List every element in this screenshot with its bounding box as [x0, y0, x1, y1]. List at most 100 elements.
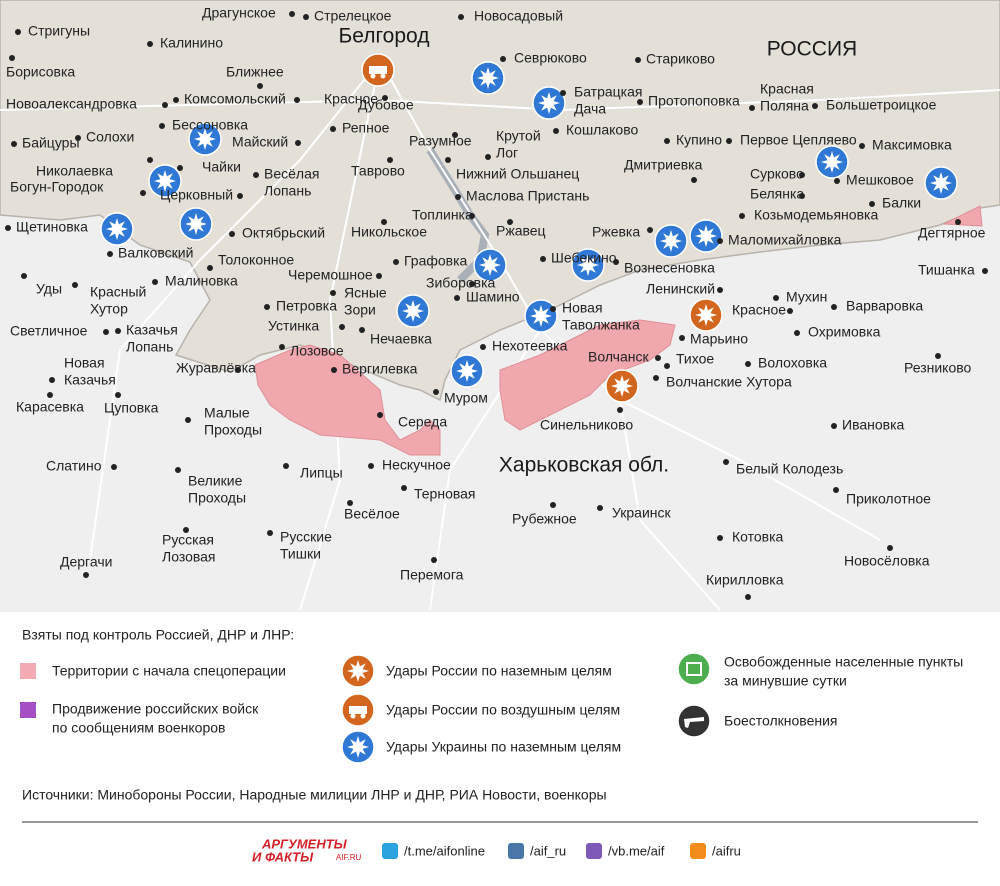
place-dot	[152, 279, 158, 285]
place-label: Нехотеевка	[492, 338, 568, 354]
place-dot	[115, 328, 121, 334]
social-link: /t.me/aifonline	[404, 843, 485, 858]
icon-glyph	[538, 92, 560, 114]
place-label: Слатино	[46, 458, 102, 474]
icon-glyph	[154, 170, 176, 192]
place-label: Протопоповка	[648, 93, 740, 109]
place-dot	[635, 57, 641, 63]
place-dot	[433, 389, 439, 395]
place-dot	[283, 463, 289, 469]
region-label: Белгород	[338, 25, 429, 48]
icon-glyph	[347, 660, 369, 682]
place-label: Кирилловка	[706, 572, 784, 588]
place-dot	[726, 138, 732, 144]
place-label: Богун-Городок	[10, 179, 104, 195]
russia-area	[0, 0, 1000, 402]
place-dot	[745, 594, 751, 600]
place-label: Тишанка	[918, 262, 975, 278]
place-dot	[257, 83, 263, 89]
place-label: Козьмодемьяновка	[754, 207, 878, 223]
place-label: Ближнее	[226, 64, 284, 80]
place-label: Поляна	[760, 98, 809, 114]
place-dot	[11, 141, 17, 147]
social-link: /aifru	[712, 843, 741, 858]
place-dot	[159, 123, 165, 129]
place-dot	[339, 324, 345, 330]
legend-label: Территории с начала спецоперации	[52, 663, 286, 679]
place-dot	[393, 259, 399, 265]
place-dot	[749, 105, 755, 111]
place-dot	[103, 329, 109, 335]
icon-glyph	[695, 304, 717, 326]
place-label: Журавлёвка	[176, 360, 256, 376]
place-label: Устинка	[268, 318, 319, 334]
place-dot	[75, 135, 81, 141]
place-label: Лозовое	[290, 343, 344, 359]
place-label: Тишки	[280, 546, 321, 562]
place-label: Николаевка	[36, 163, 113, 179]
place-label: Бессоновка	[172, 117, 248, 133]
place-label: Солохи	[86, 129, 134, 145]
place-label: Ржавец	[496, 223, 546, 239]
place-label: Зори	[344, 302, 376, 318]
place-dot	[653, 375, 659, 381]
place-dot	[717, 535, 723, 541]
place-label: Охримовка	[808, 324, 881, 340]
place-dot	[445, 157, 451, 163]
place-label: Русские	[280, 529, 332, 545]
place-label: Лог	[496, 145, 518, 161]
place-dot	[717, 287, 723, 293]
place-dot	[49, 377, 55, 383]
place-label: Новосадовый	[474, 8, 563, 24]
place-label: Майский	[232, 134, 288, 150]
icon-glyph	[185, 213, 207, 235]
liberated-icon	[677, 652, 711, 686]
place-label: Казачья	[126, 322, 178, 338]
place-dot	[330, 126, 336, 132]
social-icon	[690, 843, 706, 859]
place-label: Варваровка	[846, 298, 923, 314]
place-dot	[83, 572, 89, 578]
place-label: Кошлаково	[566, 122, 638, 138]
place-label: Мешковое	[846, 172, 914, 188]
icon-glyph	[477, 67, 499, 89]
place-dot	[15, 29, 21, 35]
place-label: Нескучное	[382, 457, 451, 473]
place-label: Купино	[676, 132, 722, 148]
place-dot	[834, 178, 840, 184]
place-label: Шебекино	[551, 250, 617, 266]
place-dot	[739, 213, 745, 219]
place-label: Разумное	[409, 133, 472, 149]
place-label: Красное	[732, 302, 786, 318]
place-dot	[401, 485, 407, 491]
place-dot	[9, 55, 15, 61]
place-label: Большетроицкое	[826, 97, 937, 113]
place-dot	[869, 201, 875, 207]
place-label: Байцуры	[22, 135, 80, 151]
place-label: Батрацкая	[574, 84, 642, 100]
place-label: Волчанские Хутора	[666, 374, 792, 390]
icon-glyph	[350, 713, 356, 719]
place-dot	[294, 97, 300, 103]
place-label: Ясные	[344, 285, 387, 301]
place-label: Волоховка	[758, 355, 827, 371]
place-dot	[387, 157, 393, 163]
icon-glyph	[684, 717, 704, 728]
place-dot	[111, 464, 117, 470]
place-dot	[140, 190, 146, 196]
place-dot	[679, 335, 685, 341]
place-label: Муром	[444, 390, 488, 406]
place-label: Таврово	[351, 163, 405, 179]
place-label: Терновая	[414, 486, 476, 502]
legend-heading: Взяты под контроль Россией, ДНР и ЛНР:	[22, 627, 294, 643]
legend-label: Удары России по наземным целям	[386, 663, 612, 679]
place-dot	[691, 177, 697, 183]
place-label: Белый Колодезь	[736, 461, 843, 477]
place-label: Волчанск	[588, 349, 649, 365]
legend-label: Боестолкновения	[724, 713, 838, 729]
place-dot	[787, 308, 793, 314]
controlled-territory	[254, 205, 983, 456]
region-label: Харьковская обл.	[499, 454, 669, 477]
icon-glyph	[369, 66, 387, 74]
place-label: Дача	[574, 101, 606, 117]
